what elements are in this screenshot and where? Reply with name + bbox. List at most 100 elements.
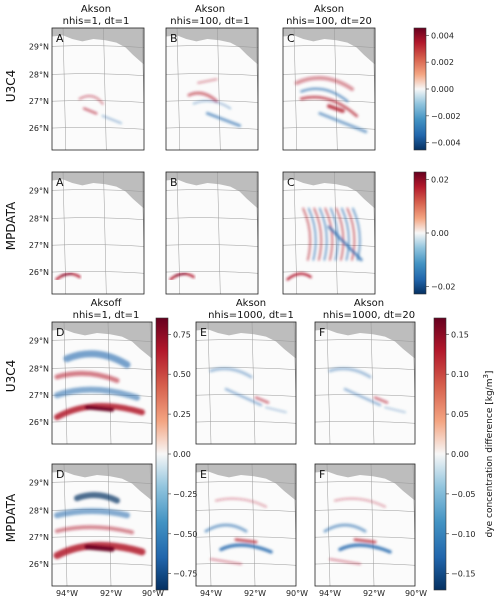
panel-frame xyxy=(165,171,259,295)
title-4-line2: nhis=1, dt=1 xyxy=(73,310,140,321)
colorbar-tick-label: 0.00 xyxy=(173,450,191,459)
colorbar-3-gradient xyxy=(155,317,169,591)
panel-frame xyxy=(51,321,153,445)
lon-tick-label: 92°W xyxy=(363,589,385,598)
title-3-line1: Akson xyxy=(314,4,344,15)
lat-tick-label: 27°N xyxy=(29,533,49,542)
panel-letter: A xyxy=(56,32,64,45)
map-panel-10: D 29°N 28°N 27°N 26°N 94°W 92°W 90°W xyxy=(29,463,164,598)
title-2-line2: nhis=100, dt=1 xyxy=(170,16,250,27)
panel-frame xyxy=(165,27,259,151)
title-5-line1: Akson xyxy=(236,298,266,309)
land-mass xyxy=(52,172,144,209)
colorbar-tick-label: −0.15 xyxy=(451,570,476,579)
lat-tick-label: 26°N xyxy=(29,560,49,569)
bottom-titles: Aksoff nhis=1, dt=1 Akson nhis=1000, dt=… xyxy=(73,298,416,321)
gridlines xyxy=(315,322,415,444)
concentration-field xyxy=(286,207,363,281)
row-label-u3c4-bottom: U3C4 xyxy=(4,360,18,392)
lat-tick-label: 28°N xyxy=(29,364,49,373)
colorbar-2-gradient xyxy=(413,171,427,295)
title-6-line2: nhis=1000, dt=20 xyxy=(323,310,415,321)
lon-tick-label: 94°W xyxy=(319,589,341,598)
lon-tick-label: 90°W xyxy=(405,589,427,598)
colorbar-tick-label: −0.10 xyxy=(451,530,476,539)
colorbar-tick-label: −0.002 xyxy=(431,112,461,121)
land-mass xyxy=(196,322,296,359)
row-label-mpdata-top: MPDATA xyxy=(4,201,18,250)
panel-letter: D xyxy=(56,468,64,481)
top-titles: Akson nhis=1, dt=1 Akson nhis=100, dt=1 … xyxy=(63,4,372,27)
concentration-field xyxy=(169,272,195,281)
concentration-field xyxy=(187,78,242,128)
colorbar-tick-label: 0.00 xyxy=(451,450,469,459)
gridlines xyxy=(196,464,296,586)
lat-tick-label: 29°N xyxy=(29,336,49,345)
panel-letter: C xyxy=(287,32,295,45)
colorbar-1-gradient xyxy=(413,27,427,151)
title-4-line1: Aksoff xyxy=(91,298,123,309)
concentration-field xyxy=(323,497,392,566)
panel-frame xyxy=(282,27,376,151)
panel-frame xyxy=(51,463,153,587)
concentration-field xyxy=(204,497,273,566)
panel-letter: E xyxy=(200,326,207,339)
row-label-mpdata-bottom: MPDATA xyxy=(4,493,18,542)
colorbar-tick-label: 0.25 xyxy=(173,410,191,419)
map-panel-7: D 29°N 28°N 27°N 26°N xyxy=(29,321,153,445)
colorbar-tick-label: 0.15 xyxy=(451,330,469,339)
map-panel-8: E xyxy=(195,321,297,445)
lat-tick-label: 28°N xyxy=(29,214,49,223)
colorbar-tick-label: −0.25 xyxy=(173,490,198,499)
gridlines xyxy=(166,28,258,150)
row-label-u3c4-top: U3C4 xyxy=(4,70,18,102)
gridlines xyxy=(52,28,144,150)
land-mass xyxy=(315,322,415,359)
land-mass xyxy=(52,28,144,65)
panel-letter: D xyxy=(56,326,64,339)
title-2-line1: Akson xyxy=(195,4,225,15)
gridlines xyxy=(196,322,296,444)
gridlines xyxy=(52,172,144,294)
panel-frame xyxy=(282,171,376,295)
land-mass xyxy=(283,172,375,209)
concentration-field xyxy=(78,95,122,124)
colorbar-3: 0.75 0.50 0.25 0.00 −0.25 −0.50 −0.75 xyxy=(155,317,198,591)
colorbar-4-label: dye concentration difference [kg/m3] xyxy=(482,371,495,538)
colorbar-tick-label: 0.50 xyxy=(173,370,191,379)
gridlines xyxy=(283,28,375,150)
lat-tick-label: 27°N xyxy=(29,97,49,106)
lat-tick-label: 29°N xyxy=(29,186,49,195)
colorbar-tick-label: −0.004 xyxy=(431,139,461,148)
colorbar-tick-label: 0.05 xyxy=(451,410,469,419)
map-panel-4: A 29°N 28°N 27°N 26°N xyxy=(29,171,145,295)
land-mass xyxy=(283,28,375,65)
colorbar-tick-label: 0.00 xyxy=(431,229,449,238)
lon-tick-label: 90°W xyxy=(286,589,308,598)
colorbar-4-gradient xyxy=(433,317,447,591)
panel-letter: E xyxy=(200,468,207,481)
map-panel-3: C xyxy=(282,27,376,151)
panel-letter: B xyxy=(170,32,178,45)
land-mass xyxy=(52,322,152,359)
title-6-line1: Akson xyxy=(354,298,384,309)
colorbar-tick-label: 0.002 xyxy=(431,58,454,67)
lat-tick-label: 27°N xyxy=(29,241,49,250)
lon-tick-label: 92°W xyxy=(100,589,122,598)
map-panel-2: B xyxy=(165,27,259,151)
map-panel-5: B xyxy=(165,171,259,295)
colorbar-tick-label: −0.75 xyxy=(173,570,198,579)
panel-frame xyxy=(51,171,145,295)
panel-letter: F xyxy=(319,468,325,481)
title-1-line2: nhis=1, dt=1 xyxy=(63,16,130,27)
land-mass xyxy=(315,464,415,501)
colorbar-tick-label: 0.10 xyxy=(451,370,469,379)
panel-letter: C xyxy=(287,176,295,189)
colorbar-tick-label: −0.05 xyxy=(451,490,476,499)
lat-tick-label: 28°N xyxy=(29,506,49,515)
panel-letter: A xyxy=(56,176,64,189)
concentration-field xyxy=(53,492,146,559)
colorbar-1: 0.004 0.002 0.000 −0.002 −0.004 xyxy=(413,27,461,151)
title-5-line2: nhis=1000, dt=1 xyxy=(208,310,294,321)
